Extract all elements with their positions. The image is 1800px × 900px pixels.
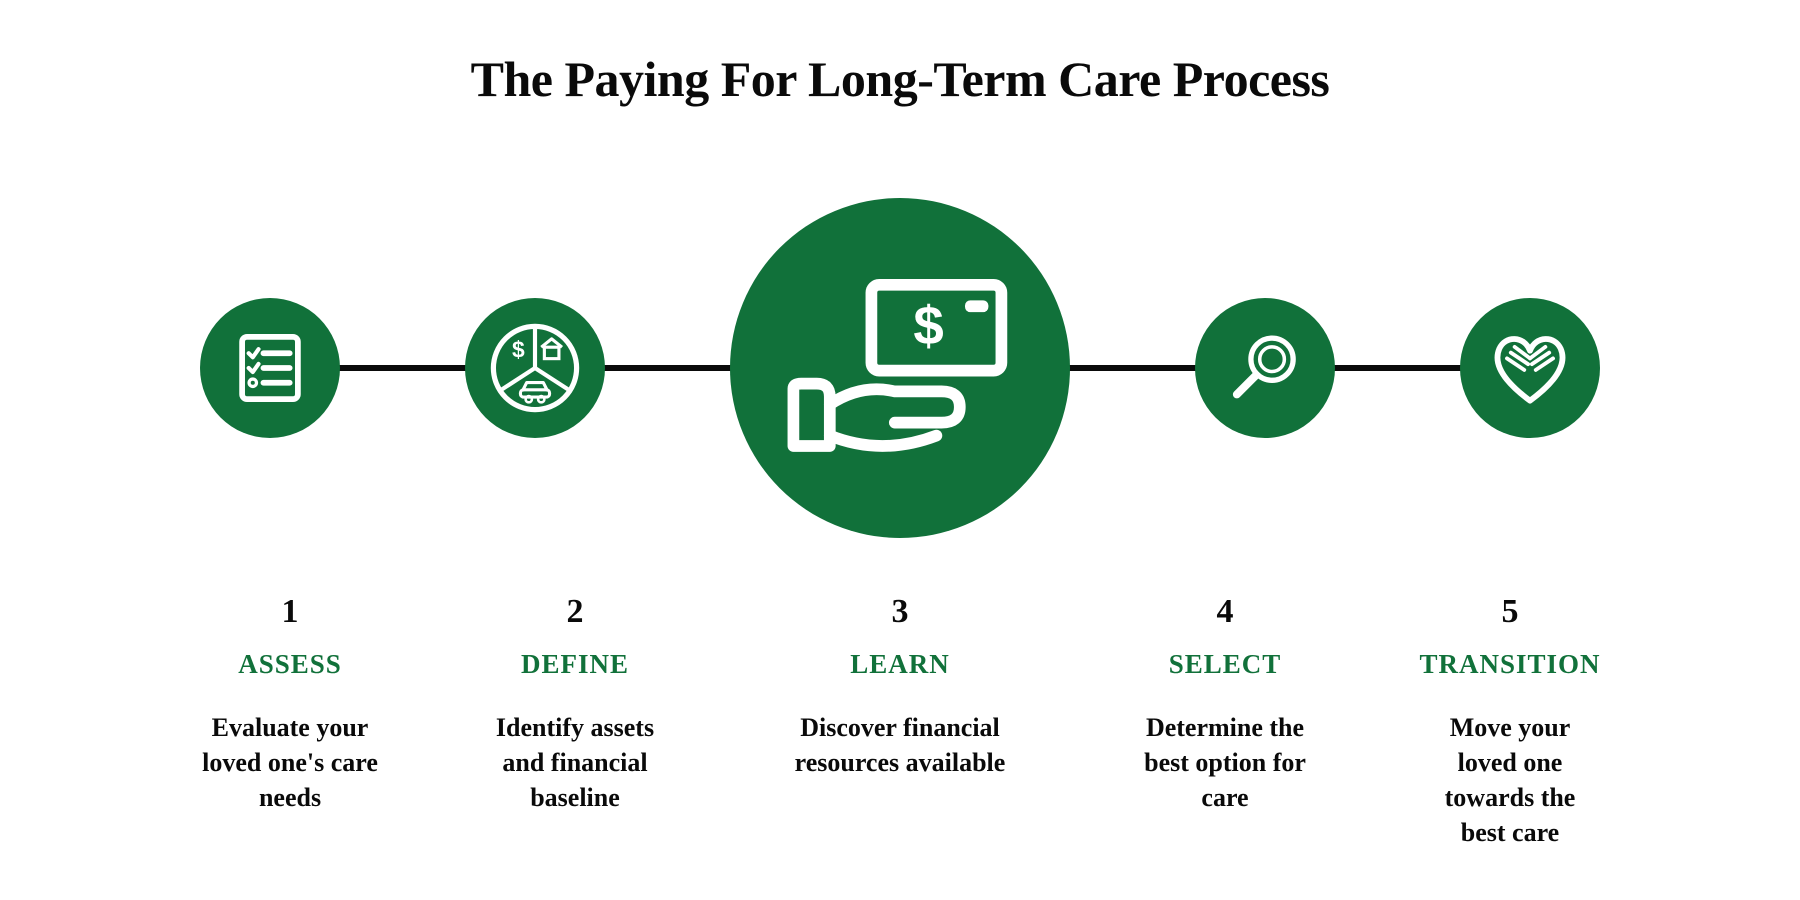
pie-assets-icon: $ [483,316,587,420]
step-desc: Identify assets and financial baseline [485,710,665,815]
page-title: The Paying For Long-Term Care Process [471,50,1330,108]
step-circle-5 [1460,298,1600,438]
step-label-2: 2 DEFINE Identify assets and financial b… [485,593,665,850]
step-circle-1 [200,298,340,438]
step-number: 4 [1217,593,1234,631]
step-desc: Discover financial resources available [770,710,1030,780]
step-circle-3: $ [730,198,1070,538]
step-number: 3 [892,593,909,631]
step-desc: Move your loved one towards the best car… [1420,710,1600,850]
step-desc: Evaluate your loved one's care needs [200,710,380,815]
step-name: DEFINE [521,649,629,680]
step-name: LEARN [850,649,950,680]
step-name: SELECT [1169,649,1282,680]
step-number: 5 [1502,593,1519,631]
step-number: 2 [567,593,584,631]
step-labels-row: 1 ASSESS Evaluate your loved one's care … [200,593,1600,850]
hand-money-icon: $ [770,238,1030,498]
step-desc: Determine the best option for care [1135,710,1315,815]
step-circle-2: $ [465,298,605,438]
svg-text:$: $ [913,296,943,357]
infographic-container: The Paying For Long-Term Care Process [0,0,1800,900]
step-label-1: 1 ASSESS Evaluate your loved one's care … [200,593,380,850]
step-number: 1 [282,593,299,631]
step-label-4: 4 SELECT Determine the best option for c… [1135,593,1315,850]
step-name: ASSESS [238,649,342,680]
step-circle-4 [1195,298,1335,438]
process-timeline: $ $ [200,198,1600,538]
step-label-5: 5 TRANSITION Move your loved one towards… [1420,593,1600,850]
heart-hands-icon [1482,320,1578,416]
step-name: TRANSITION [1419,649,1600,680]
svg-text:$: $ [512,337,525,363]
magnifier-icon [1221,324,1309,412]
checklist-icon [229,327,311,409]
step-label-3: 3 LEARN Discover financial resources ava… [770,593,1030,850]
